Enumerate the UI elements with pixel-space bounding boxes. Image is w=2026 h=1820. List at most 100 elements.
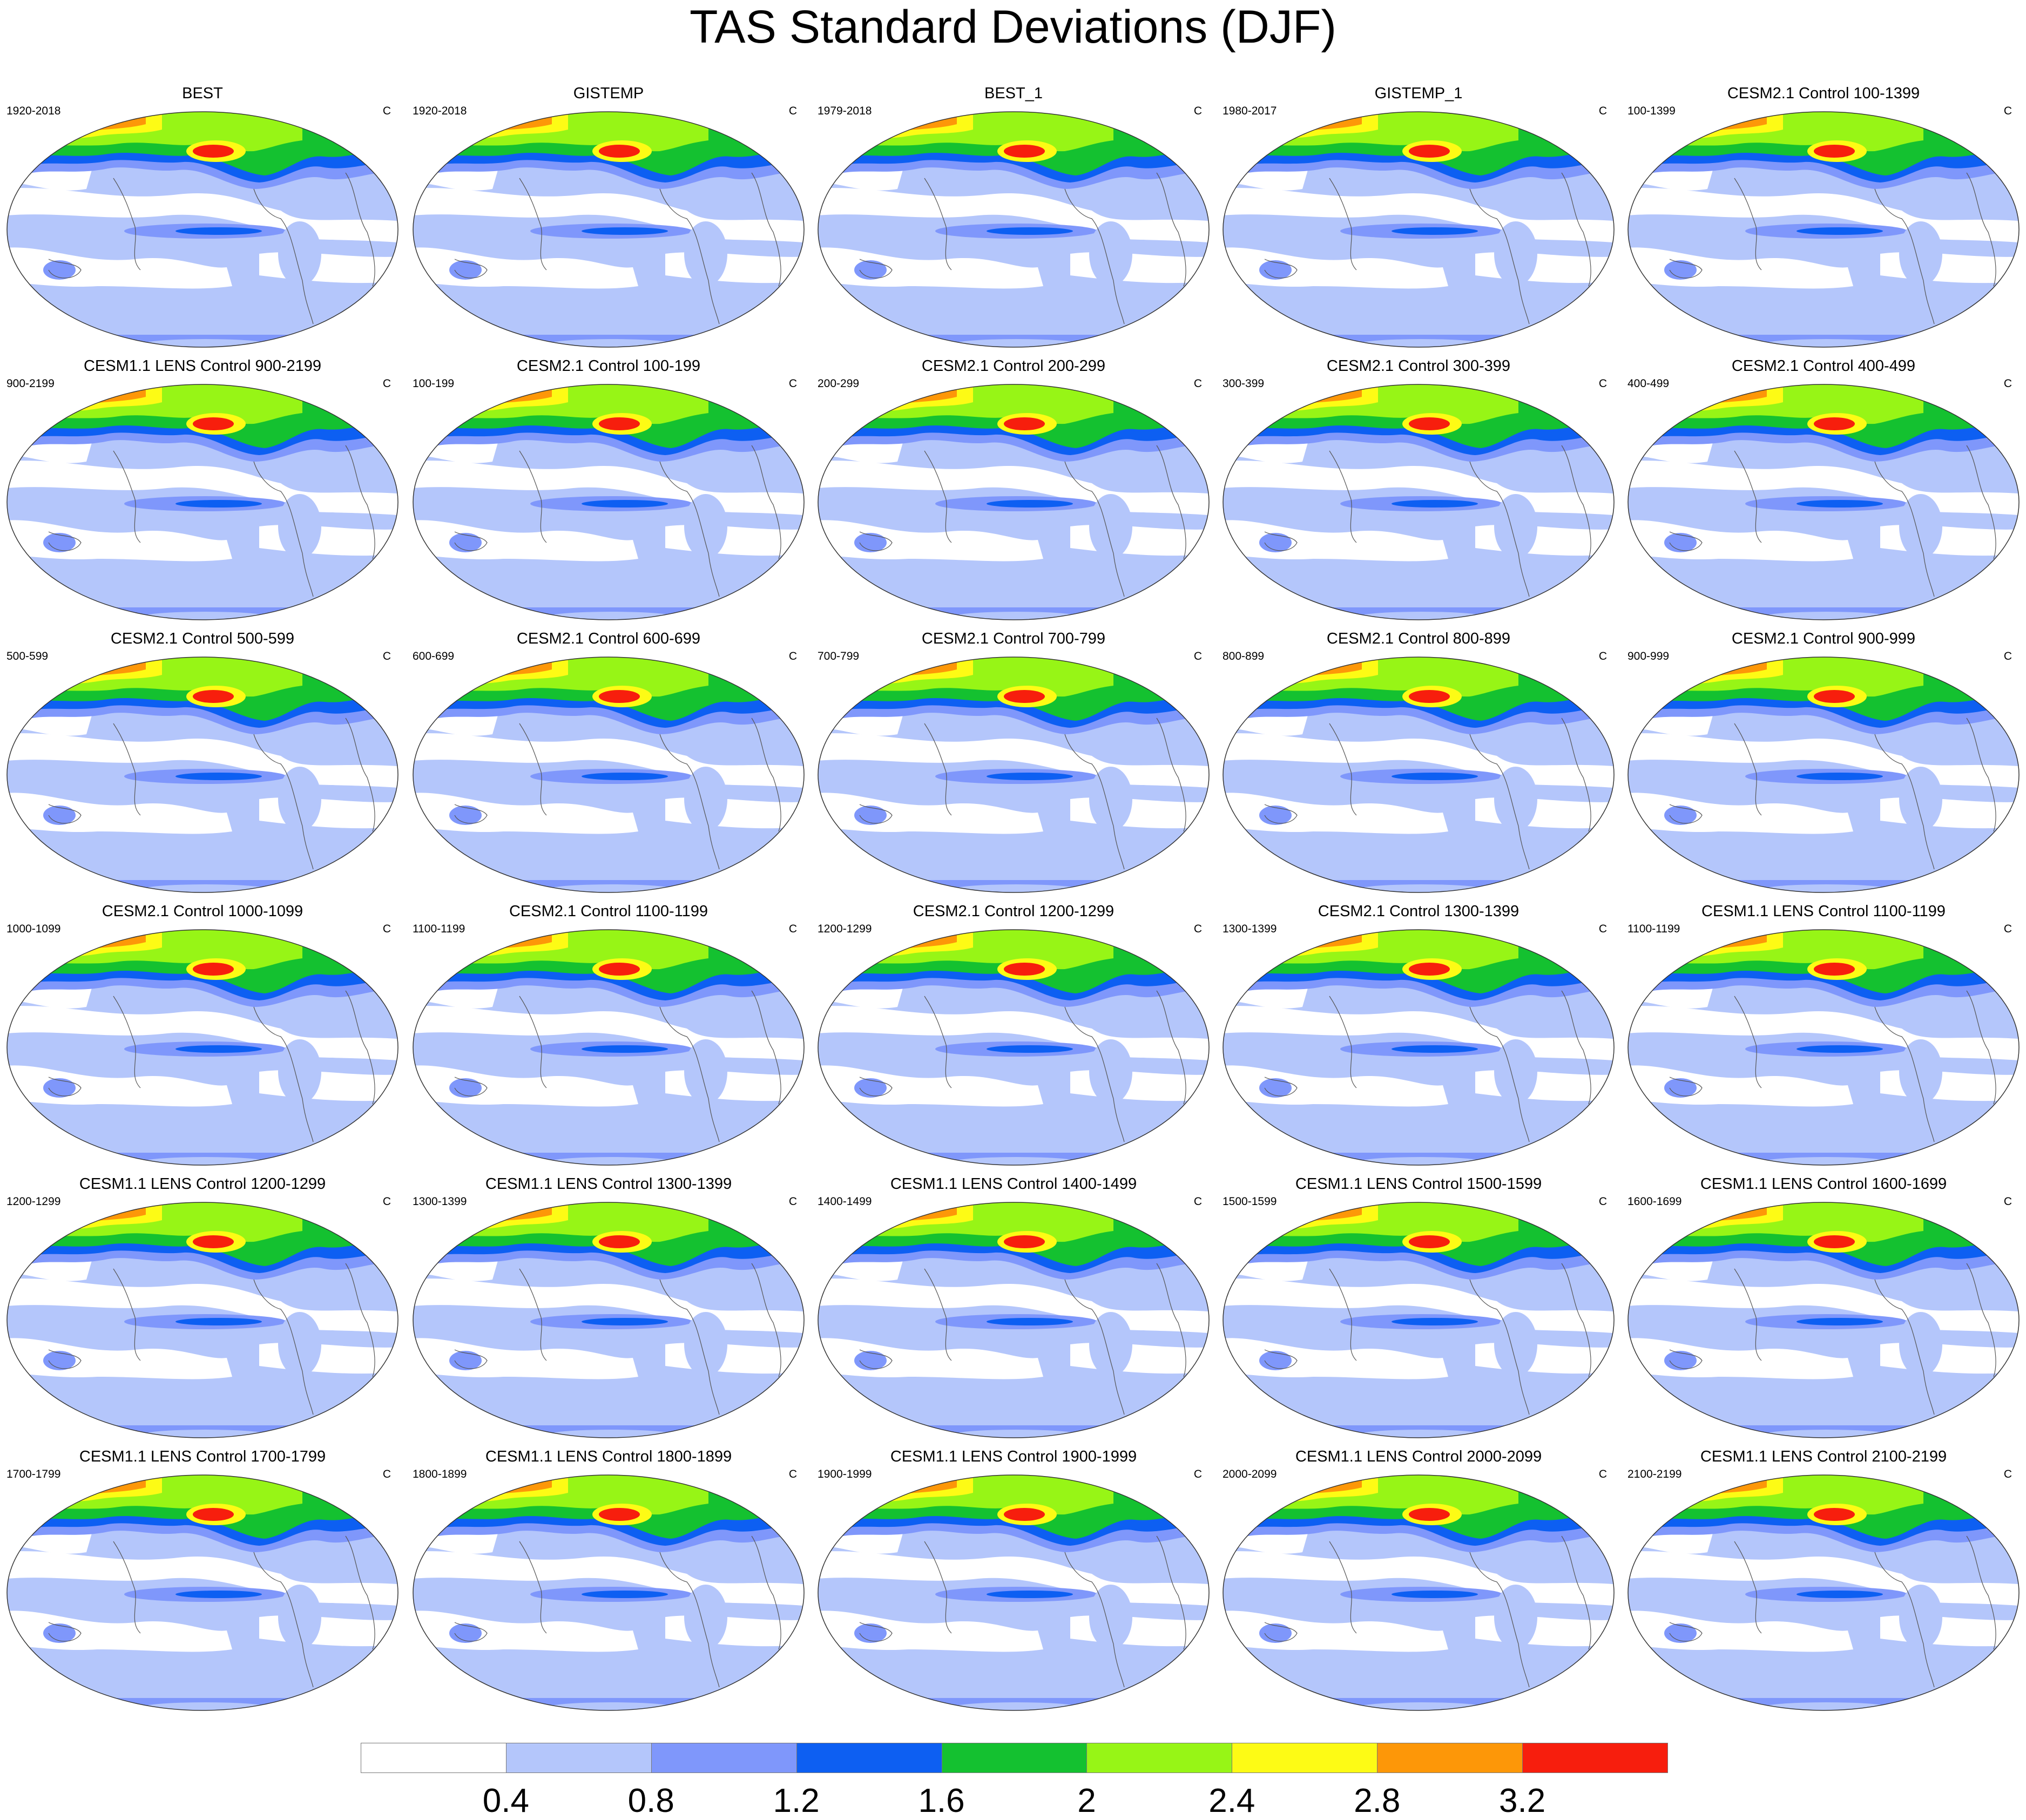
map-plot — [6, 1474, 399, 1711]
map-plot — [818, 1202, 1210, 1438]
map-plot — [6, 929, 399, 1166]
coastline — [1264, 531, 1298, 551]
map-plot — [1627, 929, 2020, 1166]
coastline — [751, 718, 781, 832]
panel-unit: C — [788, 105, 797, 117]
coastline — [454, 1349, 488, 1369]
panel-years: 1400-1499 — [818, 1195, 872, 1208]
colorbar-tick-label: 2 — [1077, 1782, 1096, 1819]
coastline — [1561, 718, 1591, 832]
map-plot — [1627, 111, 2020, 348]
globe-outline — [413, 1474, 805, 1711]
coastline — [1561, 172, 1591, 287]
panel-title: CESM2.1 Control 600-699 — [516, 630, 701, 647]
globe-outline — [1223, 111, 1615, 348]
panel-years: 800-899 — [1223, 650, 1265, 662]
figure-title: TAS Standard Deviations (DJF) — [689, 1, 1337, 53]
panel-years: 1920-2018 — [413, 105, 467, 117]
globe-outline — [1223, 1474, 1615, 1711]
panel-title: CESM2.1 Control 900-999 — [1731, 630, 1916, 647]
coastline — [1329, 723, 1357, 816]
map-panel: CESM2.1 Control 600-699 600-699 C — [406, 626, 811, 899]
coastline — [1469, 734, 1530, 870]
panel-title: CESM1.1 LENS Control 1900-1999 — [890, 1448, 1137, 1465]
map-plot — [818, 1474, 1210, 1711]
map-panel: CESM1.1 LENS Control 1100-1199 1100-1199 C — [1621, 899, 2026, 1172]
panel-title: CESM2.1 Control 1200-1299 — [913, 903, 1115, 920]
coastline — [519, 1268, 547, 1361]
coastline — [1874, 1279, 1935, 1415]
coastline — [253, 734, 314, 870]
colorbar-swatch — [505, 1743, 652, 1773]
colorbar-tick-label: 1.2 — [773, 1782, 820, 1819]
colorbar-swatch — [651, 1743, 797, 1773]
coastline — [1264, 804, 1298, 824]
panel-unit: C — [382, 105, 391, 117]
coastline — [1264, 1077, 1298, 1097]
colorbar-swatch — [941, 1743, 1088, 1773]
globe-outline — [6, 1474, 399, 1711]
map-panel: CESM2.1 Control 200-299 200-299 C — [811, 354, 1216, 626]
panel-unit: C — [382, 923, 391, 935]
map-plot — [6, 657, 399, 893]
panel-unit: C — [2003, 1195, 2012, 1208]
map-plot — [818, 111, 1210, 348]
globe-outline — [818, 1474, 1210, 1711]
panel-unit: C — [788, 1195, 797, 1208]
panel-unit: C — [382, 650, 391, 662]
coastline — [1874, 734, 1935, 870]
coastline — [1966, 445, 1996, 559]
panel-unit: C — [1193, 923, 1202, 935]
coastline — [659, 1006, 720, 1142]
panel-years: 2100-2199 — [1627, 1468, 1682, 1480]
coastline — [1734, 1268, 1762, 1361]
coastline — [659, 734, 720, 870]
panel-title: CESM2.1 Control 1100-1199 — [509, 903, 708, 920]
coastline — [1329, 1268, 1357, 1361]
globe-outline — [1223, 384, 1615, 620]
map-panel: BEST 1920-2018 C — [0, 81, 405, 354]
coastline — [519, 178, 547, 270]
panel-title: CESM1.1 LENS Control 2100-2199 — [1700, 1448, 1947, 1465]
panel-unit: C — [2003, 1468, 2012, 1480]
coastline — [253, 188, 314, 324]
coastline — [253, 461, 314, 597]
coastline — [113, 1268, 141, 1361]
coastline — [1874, 461, 1935, 597]
map-panel: CESM1.1 LENS Control 1200-1299 1200-1299 C — [0, 1172, 405, 1444]
map-panel: CESM2.1 Control 800-899 800-899 C — [1216, 626, 1621, 899]
map-plot — [413, 384, 805, 620]
panel-title: CESM1.1 LENS Control 1600-1699 — [1700, 1175, 1947, 1193]
panel-unit: C — [788, 650, 797, 662]
panel-years: 1200-1299 — [6, 1195, 61, 1208]
panel-years: 1980-2017 — [1223, 105, 1277, 117]
map-plot — [1223, 384, 1615, 620]
coastline — [1966, 990, 1996, 1105]
coastline — [1734, 723, 1762, 816]
coastline — [1156, 1535, 1186, 1650]
coastline — [253, 1006, 314, 1142]
coastline — [859, 1349, 893, 1369]
panel-years: 700-799 — [818, 650, 860, 662]
panel-title: BEST_1 — [984, 85, 1043, 102]
panel-years: 200-299 — [818, 377, 860, 390]
panel-title: CESM2.1 Control 700-799 — [921, 630, 1106, 647]
globe-outline — [818, 111, 1210, 348]
panel-years: 1800-1899 — [413, 1468, 467, 1480]
coastline — [751, 990, 781, 1105]
globe-outline — [6, 657, 399, 893]
coastline — [751, 1263, 781, 1377]
map-panel: CESM2.1 Control 900-999 900-999 C — [1621, 626, 2026, 899]
globe-outline — [413, 384, 805, 620]
globe-outline — [818, 1202, 1210, 1438]
coastline — [1264, 259, 1298, 279]
coastline — [1966, 718, 1996, 832]
map-plot — [1223, 1202, 1615, 1438]
coastline — [1669, 1622, 1703, 1642]
map-panel: CESM2.1 Control 1100-1199 1100-1199 C — [406, 899, 811, 1172]
panel-title: CESM1.1 LENS Control 1800-1899 — [485, 1448, 732, 1465]
coastline — [1064, 1006, 1125, 1142]
colorbar-tick-label: 3.2 — [1499, 1782, 1546, 1819]
coastline — [859, 1077, 893, 1097]
colorbar-swatch — [1086, 1743, 1233, 1773]
